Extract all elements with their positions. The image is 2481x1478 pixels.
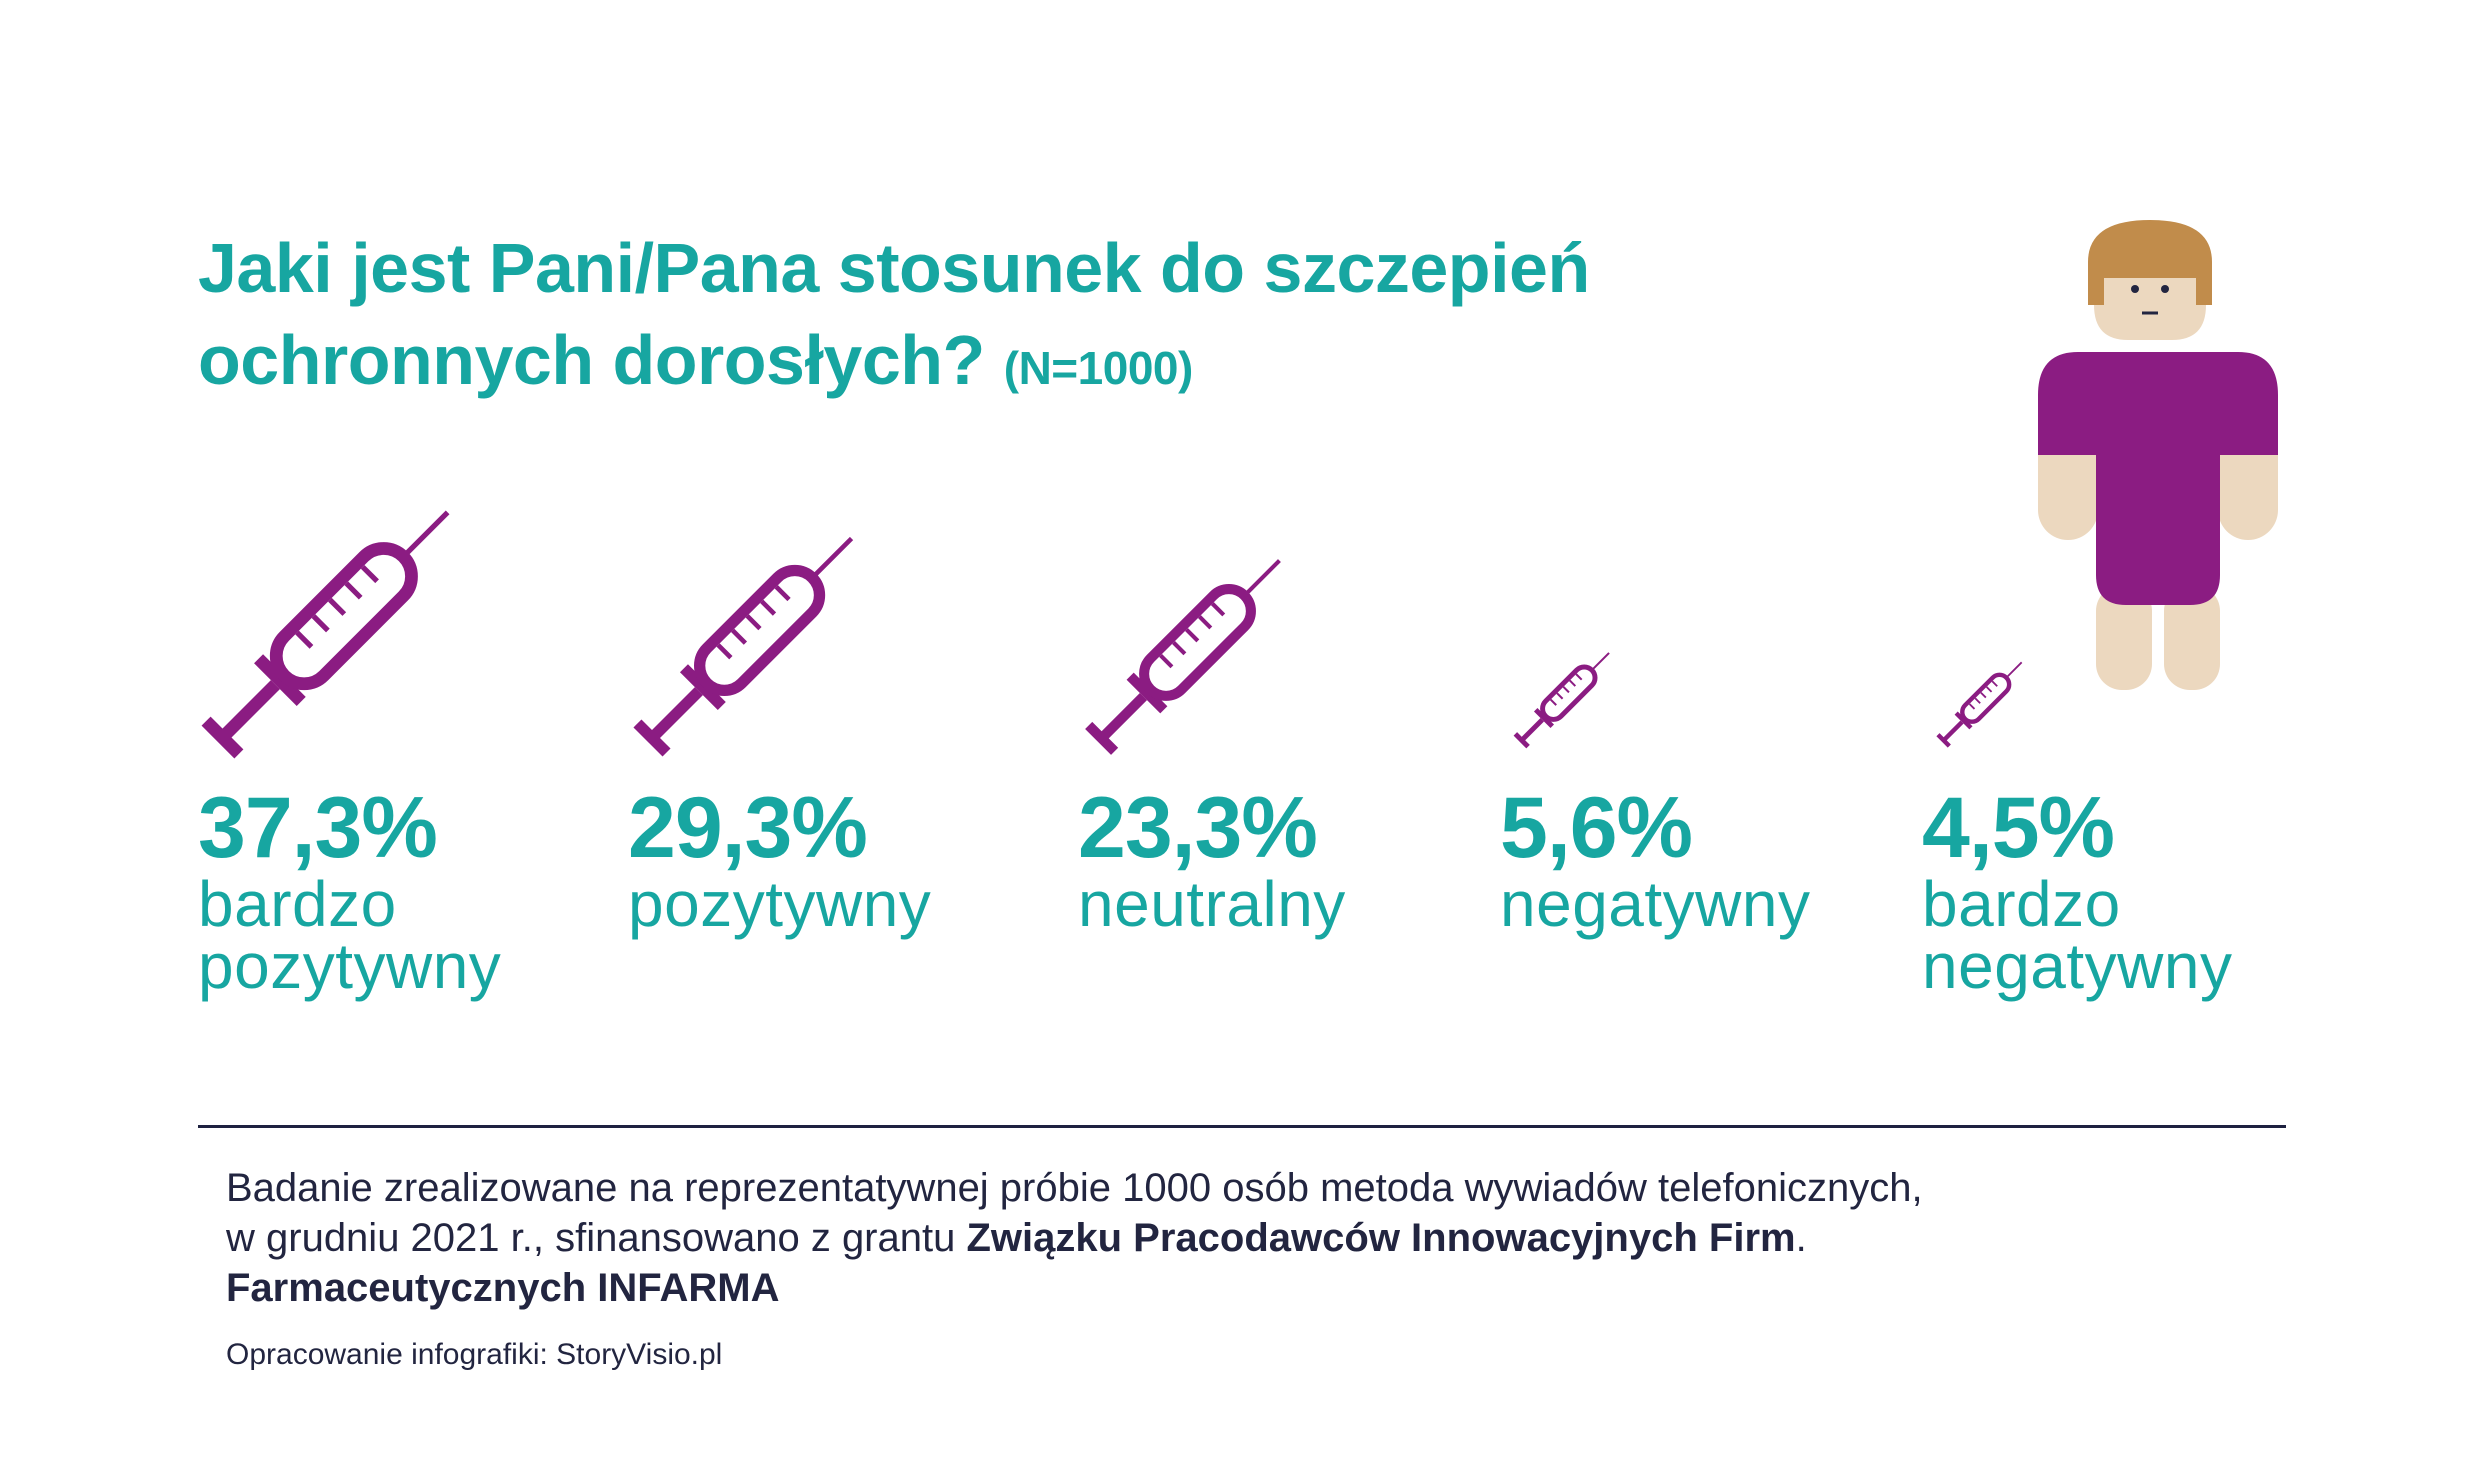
stat-label: bardzo [1922, 868, 2121, 940]
stat-label: pozytywny [628, 868, 932, 940]
source-note-line-2: w grudniu 2021 r., sfinansowano z grantu… [226, 1213, 2426, 1263]
syringe-icon-5 [1935, 655, 2029, 749]
stat-label: negatywny [1500, 868, 1811, 940]
stat-label: neutralny [1078, 868, 1346, 940]
source-note-text: w grudniu 2021 r., sfinansowano z grantu [226, 1216, 967, 1260]
stat-3: 23,3% neutralny [1078, 780, 1346, 938]
stat-value: 29,3% [628, 780, 868, 876]
source-note-period: . [1795, 1216, 1807, 1260]
syringe-icon-3 [1081, 544, 1296, 759]
stat-label: negatywny [1922, 930, 2233, 1002]
stat-value: 4,5% [1922, 780, 2115, 876]
stat-label: pozytywny [198, 930, 502, 1002]
stat-value: 23,3% [1078, 780, 1318, 876]
sponsor-name-cont: Farmaceutycznych INFARMA [226, 1266, 780, 1310]
stat-value: 37,3% [198, 780, 438, 876]
stat-5: 4,5% bardzo negatywny [1922, 780, 2232, 1000]
infographic-credit: Opracowanie infografiki: StoryVisio.pl [226, 1338, 723, 1371]
syringe-icon-4 [1512, 645, 1618, 751]
sponsor-name: Związku Pracodawców Innowacyjnych Firm [966, 1216, 1796, 1260]
stat-label: bardzo [198, 868, 397, 940]
person-icon [2038, 220, 2278, 690]
source-note: Badanie zrealizowane na reprezentatywnej… [226, 1163, 2426, 1313]
source-note-line-3: Farmaceutycznych INFARMA [226, 1263, 2426, 1313]
title-line-1: Jaki jest Pani/Pana stosunek do szczepie… [198, 229, 1590, 307]
sample-size: (N=1000) [1003, 342, 1194, 394]
divider [198, 1125, 2286, 1128]
source-note-line-1: Badanie zrealizowane na reprezentatywnej… [226, 1166, 1923, 1210]
stat-4: 5,6% negatywny [1500, 780, 1810, 938]
title-question: ochronnych dorosłych? [198, 321, 985, 399]
stat-2: 29,3% pozytywny [628, 780, 931, 938]
stat-value: 5,6% [1500, 780, 1693, 876]
stat-1: 37,3% bardzo pozytywny [198, 780, 501, 1000]
syringe-icon-1 [197, 491, 469, 763]
title-line-2: ochronnych dorosłych? (N=1000) [198, 314, 1898, 414]
chart-title: Jaki jest Pani/Pana stosunek do szczepie… [198, 222, 1898, 414]
syringe-icon-2 [629, 520, 870, 761]
